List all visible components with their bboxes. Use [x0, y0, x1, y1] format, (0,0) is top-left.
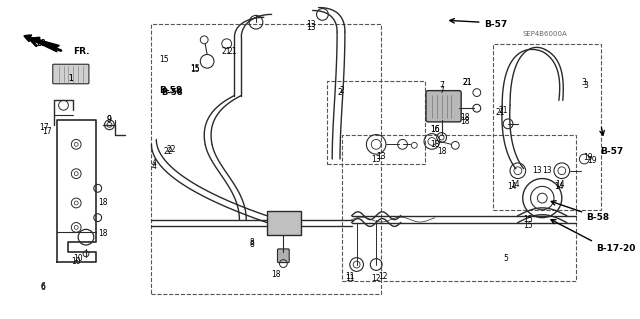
Text: B-57: B-57	[600, 147, 623, 156]
Text: 3: 3	[584, 81, 589, 90]
Text: 20: 20	[36, 39, 46, 48]
Text: 13: 13	[542, 166, 552, 175]
Text: 18: 18	[460, 114, 470, 122]
Text: 21: 21	[462, 78, 472, 87]
Text: 13: 13	[306, 20, 316, 29]
Text: 18: 18	[460, 117, 470, 126]
Text: 13: 13	[371, 154, 381, 164]
Text: 18: 18	[271, 270, 280, 279]
Text: 21: 21	[495, 108, 505, 117]
Bar	[152, 24, 381, 294]
Text: 9: 9	[107, 115, 112, 124]
FancyBboxPatch shape	[426, 91, 461, 122]
Text: 2: 2	[340, 86, 344, 95]
Text: 16: 16	[430, 125, 440, 134]
FancyBboxPatch shape	[278, 249, 289, 263]
Text: 6: 6	[40, 284, 45, 293]
Text: 16: 16	[430, 125, 440, 134]
Text: 8: 8	[250, 238, 255, 247]
Bar	[493, 44, 601, 210]
Text: 13: 13	[376, 152, 386, 160]
Text: 18: 18	[430, 140, 440, 149]
Text: 7: 7	[439, 81, 444, 90]
Text: 14: 14	[555, 180, 564, 189]
FancyBboxPatch shape	[52, 64, 89, 84]
Text: 2: 2	[338, 88, 342, 97]
Text: 15: 15	[523, 221, 532, 230]
Text: 21: 21	[222, 47, 232, 56]
Text: 15: 15	[191, 64, 200, 73]
Text: 5: 5	[504, 254, 509, 263]
Text: 8: 8	[250, 241, 255, 249]
Text: B-17-20: B-17-20	[596, 244, 636, 253]
Text: 15: 15	[159, 55, 169, 64]
Text: 14: 14	[554, 182, 564, 191]
Text: 14: 14	[507, 182, 516, 191]
Text: 10: 10	[72, 257, 81, 266]
Text: 17: 17	[42, 127, 52, 136]
Text: 13: 13	[306, 23, 316, 32]
Text: 18: 18	[98, 198, 108, 207]
Text: B-58: B-58	[159, 86, 182, 95]
Text: 22: 22	[166, 145, 176, 154]
Text: B-58: B-58	[586, 213, 609, 222]
Text: 19: 19	[584, 152, 593, 161]
Text: 22: 22	[163, 147, 173, 156]
Text: 21: 21	[499, 106, 508, 115]
Text: 4: 4	[152, 160, 157, 168]
Text: SEP4B6000A: SEP4B6000A	[523, 31, 568, 37]
Text: 14: 14	[510, 180, 520, 189]
Text: 15: 15	[523, 215, 532, 224]
Text: 15: 15	[191, 65, 200, 74]
Text: 21: 21	[462, 78, 472, 87]
Text: 9: 9	[107, 115, 112, 124]
Text: 11: 11	[345, 274, 355, 283]
Text: 12: 12	[378, 272, 388, 281]
Text: 18: 18	[98, 229, 108, 238]
Text: 11: 11	[345, 272, 355, 281]
Text: 7: 7	[439, 86, 444, 95]
Bar	[327, 81, 425, 164]
Text: FR.: FR.	[74, 47, 90, 56]
FancyBboxPatch shape	[267, 211, 301, 235]
Text: 3: 3	[582, 78, 587, 87]
Text: B-57: B-57	[484, 20, 507, 29]
Text: 17: 17	[39, 123, 49, 132]
Text: 21: 21	[228, 47, 237, 56]
Text: 20: 20	[36, 39, 46, 48]
Text: 13: 13	[532, 166, 542, 175]
Text: 12: 12	[371, 274, 381, 283]
Text: 18: 18	[437, 147, 446, 156]
Text: 10: 10	[74, 254, 83, 263]
Bar	[342, 135, 577, 281]
Text: B-58: B-58	[161, 88, 183, 97]
Text: 6: 6	[40, 282, 45, 291]
Text: 19: 19	[588, 156, 597, 166]
Text: 1: 1	[68, 74, 73, 83]
Text: 4: 4	[152, 162, 157, 171]
Text: 1: 1	[68, 74, 73, 83]
